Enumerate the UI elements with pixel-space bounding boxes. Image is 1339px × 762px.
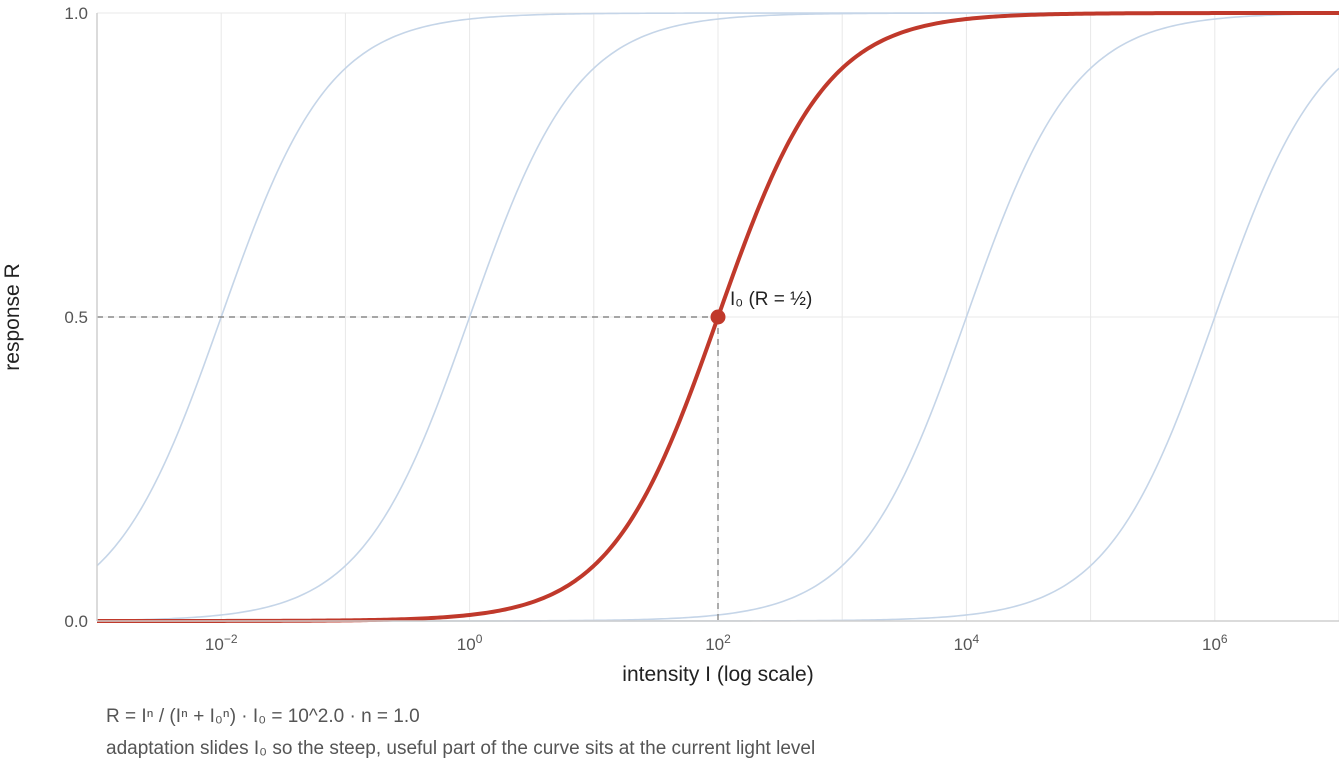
- half-response-label: I₀ (R = ½): [730, 289, 812, 310]
- half-response-point: [710, 309, 726, 325]
- axes: [96, 13, 1339, 622]
- tick-labels: 10−2 100 102 104 106 0.0 0.5 1.0: [64, 4, 1228, 654]
- half-response-guides: [97, 316, 719, 621]
- y-tick-label: 0.0: [64, 612, 88, 631]
- x-tick-label: 100: [457, 632, 483, 654]
- x-tick-label: 104: [954, 632, 980, 654]
- y-axis-title: response R: [1, 263, 24, 370]
- y-tick-label: 1.0: [64, 4, 88, 23]
- x-tick-label: 10−2: [205, 632, 238, 654]
- caption-note: adaptation slides I₀ so the steep, usefu…: [106, 738, 816, 759]
- y-tick-label: 0.5: [64, 308, 88, 327]
- half-response-marker: I₀ (R = ½): [710, 289, 812, 325]
- response-chart: 10−2 100 102 104 106 0.0 0.5 1.0 intensity I (l…: [1, 4, 1339, 686]
- x-tick-label: 106: [1202, 632, 1228, 654]
- x-axis-title: intensity I (log scale): [622, 663, 813, 686]
- caption-formula: R = Iⁿ / (Iⁿ + I₀ⁿ) · I₀ = 10^2.0 · n = …: [106, 706, 420, 727]
- x-tick-label: 102: [705, 632, 731, 654]
